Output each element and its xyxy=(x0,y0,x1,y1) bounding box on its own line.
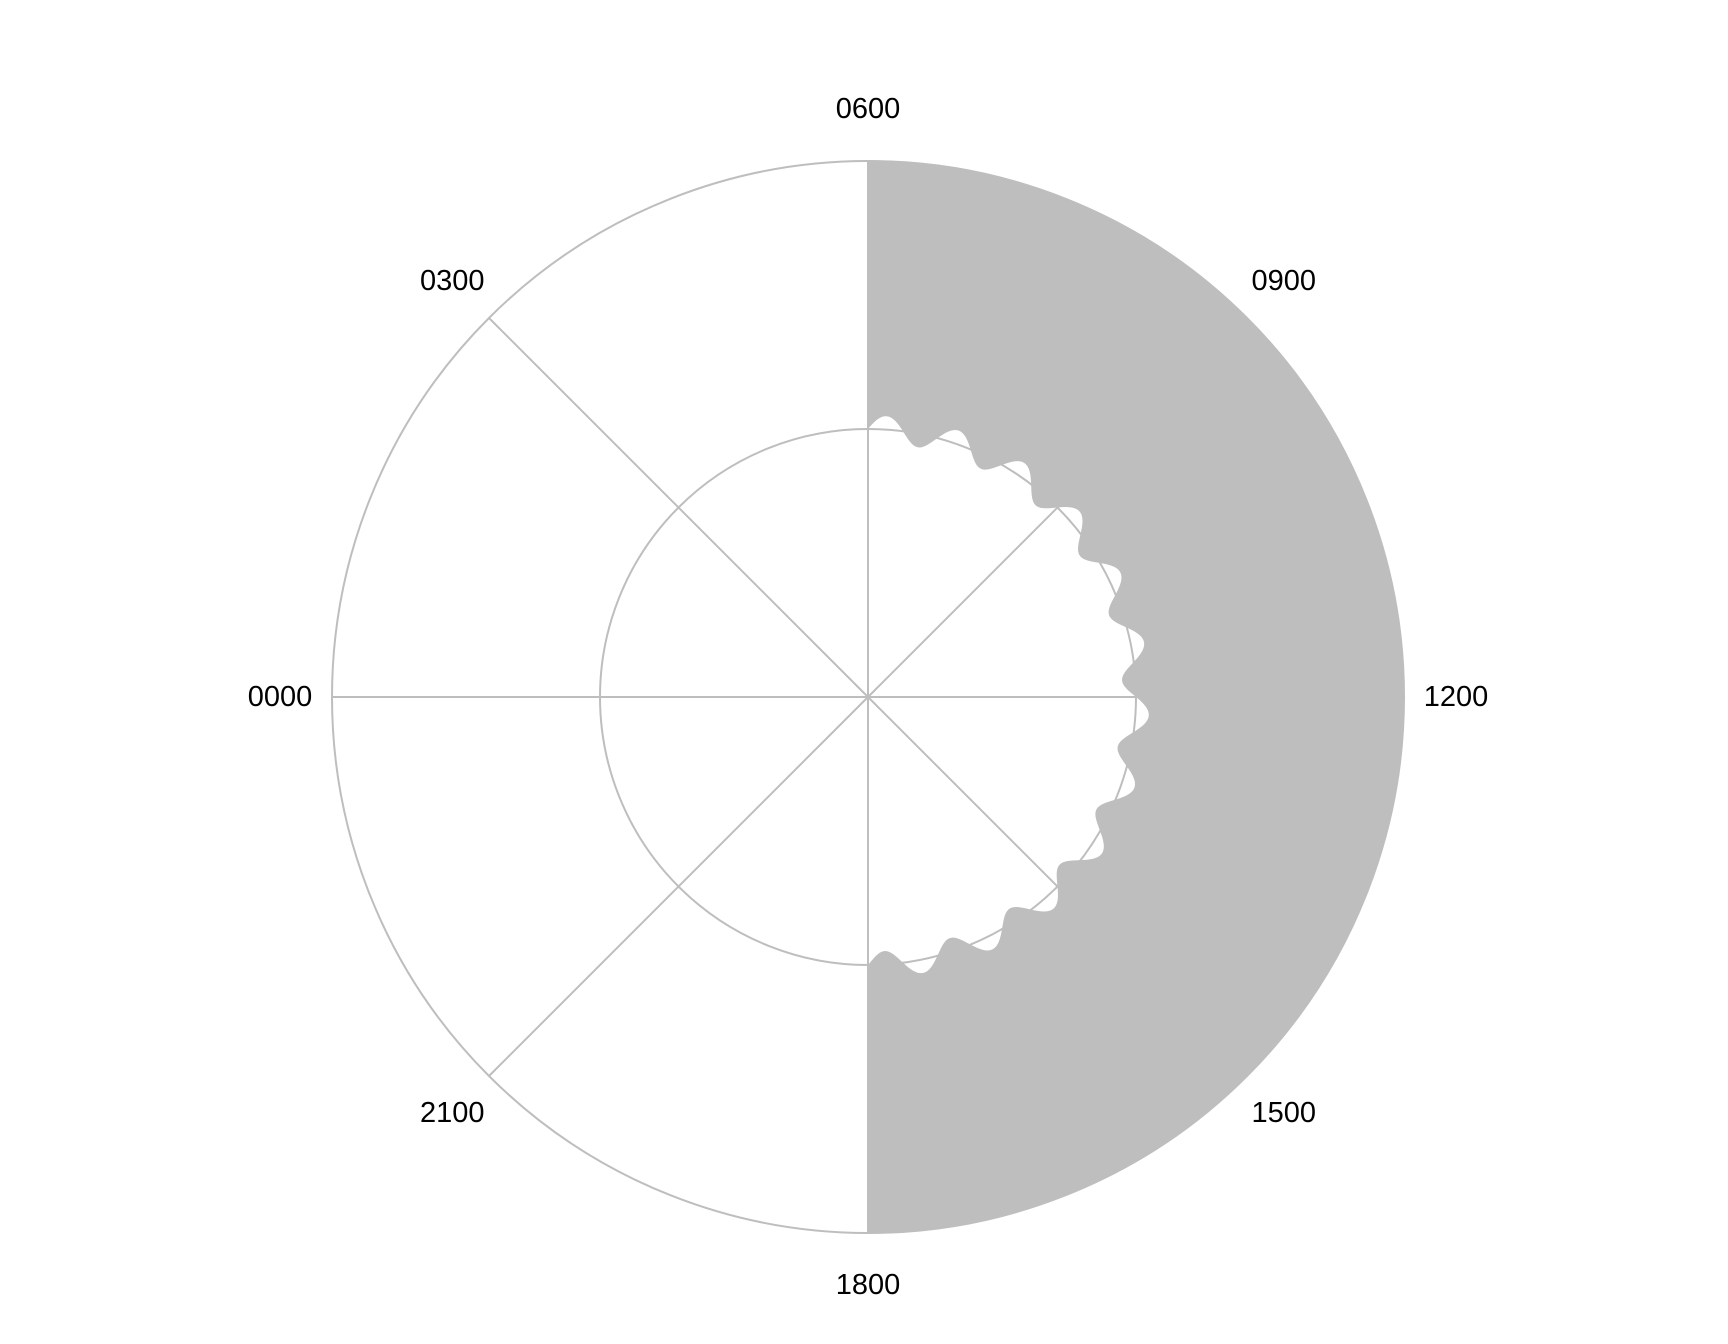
tick-label-layer: 0000 0300 0600 0900 1200 1500 1800 2100 xyxy=(248,93,1489,1301)
tick-label-2100: 2100 xyxy=(420,1097,485,1129)
tick-label-0000: 0000 xyxy=(248,681,313,713)
tick-label-0900: 0900 xyxy=(1252,265,1317,297)
spoke-0900 xyxy=(867,317,1248,698)
spoke-2100 xyxy=(488,696,869,1077)
tick-label-1200: 1200 xyxy=(1424,681,1489,713)
tick-label-1800: 1800 xyxy=(836,1269,901,1301)
tick-label-1500: 1500 xyxy=(1252,1097,1317,1129)
grid-layer xyxy=(331,160,1405,1234)
tick-label-0300: 0300 xyxy=(420,265,485,297)
tick-label-0600: 0600 xyxy=(836,93,901,125)
spoke-0300 xyxy=(488,317,869,698)
spoke-1500 xyxy=(867,696,1248,1077)
